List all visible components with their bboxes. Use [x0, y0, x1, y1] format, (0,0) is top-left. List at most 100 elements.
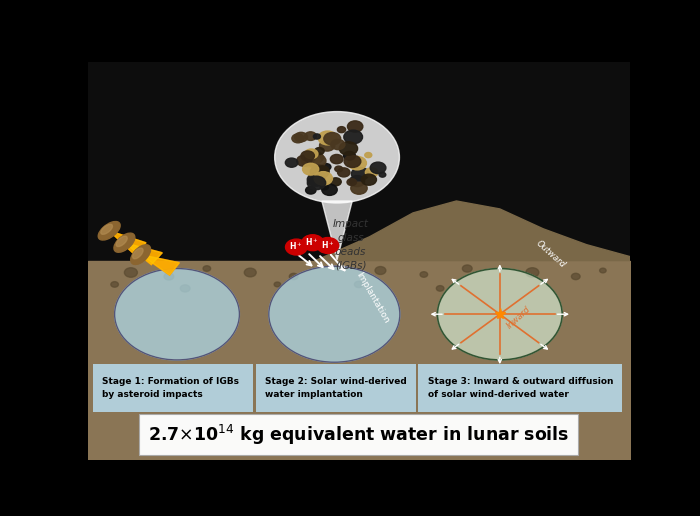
Circle shape — [286, 158, 298, 167]
Circle shape — [244, 268, 256, 277]
Circle shape — [111, 282, 118, 287]
Circle shape — [307, 154, 326, 168]
Polygon shape — [141, 254, 179, 275]
Circle shape — [337, 168, 350, 177]
Circle shape — [337, 126, 346, 133]
Circle shape — [351, 167, 369, 180]
Circle shape — [365, 153, 372, 158]
Circle shape — [307, 173, 326, 186]
Ellipse shape — [131, 245, 150, 265]
Circle shape — [320, 184, 328, 190]
FancyBboxPatch shape — [93, 364, 253, 412]
Circle shape — [322, 164, 331, 170]
Circle shape — [310, 165, 329, 179]
Text: Stage 1: Formation of IGBs
by asteroid impacts: Stage 1: Formation of IGBs by asteroid i… — [102, 377, 239, 399]
Circle shape — [361, 174, 377, 185]
Circle shape — [351, 182, 368, 194]
Circle shape — [318, 172, 326, 178]
Circle shape — [349, 175, 365, 187]
Circle shape — [344, 155, 360, 168]
Circle shape — [307, 176, 326, 189]
Circle shape — [306, 186, 316, 194]
Circle shape — [314, 172, 332, 185]
Circle shape — [463, 265, 472, 272]
Circle shape — [354, 281, 363, 287]
Circle shape — [316, 166, 329, 175]
Ellipse shape — [114, 233, 135, 252]
Circle shape — [330, 178, 341, 186]
Circle shape — [420, 272, 428, 277]
Circle shape — [330, 154, 343, 164]
Circle shape — [181, 285, 190, 292]
Bar — [88, 62, 630, 261]
Polygon shape — [315, 201, 630, 261]
Circle shape — [436, 286, 444, 291]
Circle shape — [292, 134, 304, 143]
Circle shape — [347, 179, 356, 186]
Ellipse shape — [116, 236, 127, 247]
Text: Stage 2: Solar wind-derived
water implantation: Stage 2: Solar wind-derived water implan… — [265, 377, 407, 399]
Circle shape — [348, 156, 366, 170]
Circle shape — [375, 267, 386, 275]
Ellipse shape — [98, 221, 120, 240]
Circle shape — [304, 154, 316, 162]
Text: Stage 3: Inward & outward diffusion
of solar wind-derived water: Stage 3: Inward & outward diffusion of s… — [428, 377, 613, 399]
Polygon shape — [125, 243, 162, 265]
Circle shape — [302, 235, 323, 251]
Polygon shape — [322, 201, 352, 260]
Circle shape — [344, 151, 356, 160]
Circle shape — [203, 266, 211, 271]
Circle shape — [308, 152, 323, 163]
Polygon shape — [125, 243, 162, 265]
Circle shape — [289, 273, 298, 280]
Circle shape — [438, 268, 562, 360]
Circle shape — [314, 148, 324, 154]
Circle shape — [526, 268, 539, 277]
Circle shape — [304, 149, 318, 159]
Ellipse shape — [101, 224, 113, 234]
Text: Impact
glass
beads
(IGBs): Impact glass beads (IGBs) — [332, 219, 369, 271]
Circle shape — [600, 268, 606, 273]
Polygon shape — [109, 231, 146, 254]
Circle shape — [335, 166, 342, 172]
Circle shape — [269, 266, 400, 362]
Circle shape — [286, 239, 307, 255]
Circle shape — [164, 273, 174, 280]
Circle shape — [274, 282, 281, 287]
Polygon shape — [141, 254, 179, 275]
Circle shape — [379, 172, 386, 177]
FancyBboxPatch shape — [139, 413, 578, 455]
Text: H$^+$: H$^+$ — [289, 240, 302, 252]
FancyBboxPatch shape — [256, 364, 416, 412]
Text: H$^+$: H$^+$ — [305, 236, 318, 248]
Circle shape — [340, 142, 358, 155]
Circle shape — [301, 151, 314, 161]
Circle shape — [365, 168, 378, 177]
Circle shape — [370, 162, 386, 173]
Text: Inward: Inward — [505, 304, 533, 330]
Text: Implantation: Implantation — [354, 270, 391, 325]
Circle shape — [344, 130, 363, 144]
Text: H$^+$: H$^+$ — [321, 239, 334, 251]
Circle shape — [295, 132, 307, 142]
Circle shape — [302, 163, 318, 175]
Circle shape — [571, 273, 580, 280]
Circle shape — [347, 121, 363, 132]
Circle shape — [324, 133, 341, 145]
Ellipse shape — [132, 248, 143, 259]
Circle shape — [297, 155, 312, 166]
FancyBboxPatch shape — [419, 364, 622, 412]
Circle shape — [316, 170, 323, 176]
Circle shape — [304, 132, 316, 140]
Circle shape — [274, 111, 400, 203]
Circle shape — [301, 154, 320, 167]
Circle shape — [317, 237, 339, 253]
Circle shape — [319, 140, 335, 151]
Text: Outward: Outward — [534, 238, 567, 269]
Circle shape — [331, 139, 345, 150]
Circle shape — [318, 131, 337, 145]
Circle shape — [322, 184, 337, 196]
Polygon shape — [109, 231, 146, 254]
Circle shape — [115, 268, 239, 360]
Circle shape — [125, 268, 137, 277]
